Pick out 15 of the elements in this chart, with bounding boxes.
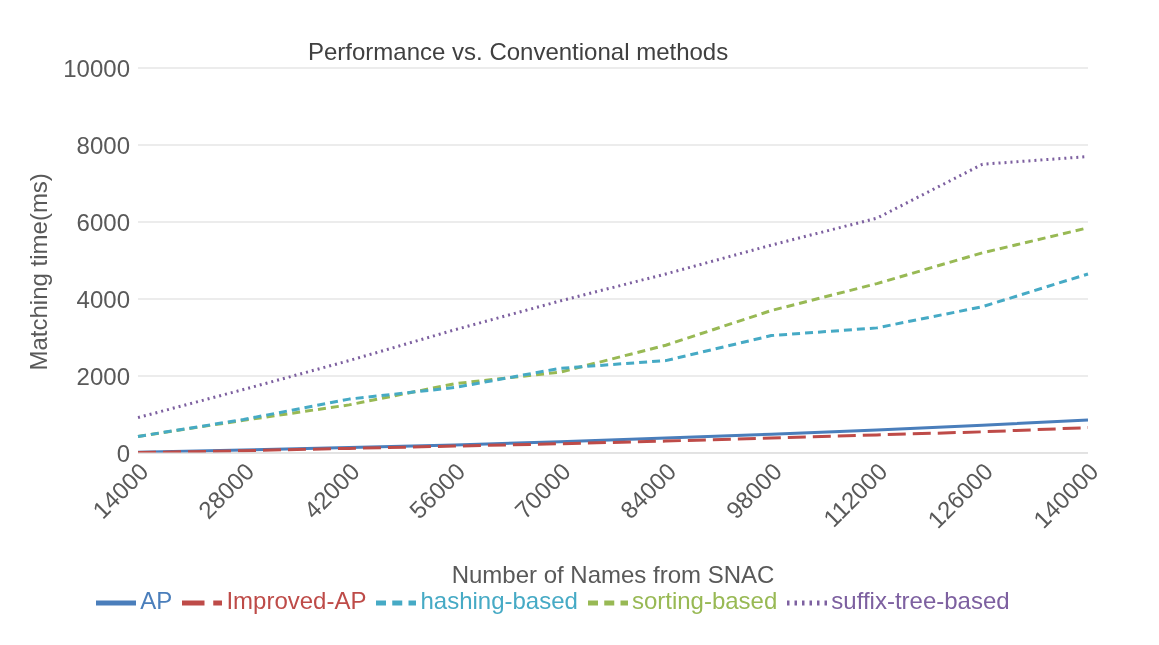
y-tick-label: 6000 <box>76 208 130 236</box>
y-tick-label: 2000 <box>76 362 130 390</box>
chart-title: Performance vs. Conventional methods <box>308 38 729 66</box>
x-axis-title: Number of Names from SNAC <box>451 561 775 588</box>
y-tick-label: 10000 <box>63 54 130 82</box>
legend-label: AP <box>140 587 173 615</box>
legend-label: sorting-based <box>631 587 778 615</box>
y-axis-title: Matching time(ms) <box>24 173 52 371</box>
legend-label: suffix-tree-based <box>831 587 1010 615</box>
legend-label: Improved-AP <box>226 587 367 615</box>
y-tick-label: 8000 <box>76 131 130 159</box>
line-series <box>136 272 1090 438</box>
y-tick-label: 0 <box>116 439 130 467</box>
legend-label: hashing-based <box>420 587 578 615</box>
y-tick-label: 4000 <box>76 285 130 313</box>
